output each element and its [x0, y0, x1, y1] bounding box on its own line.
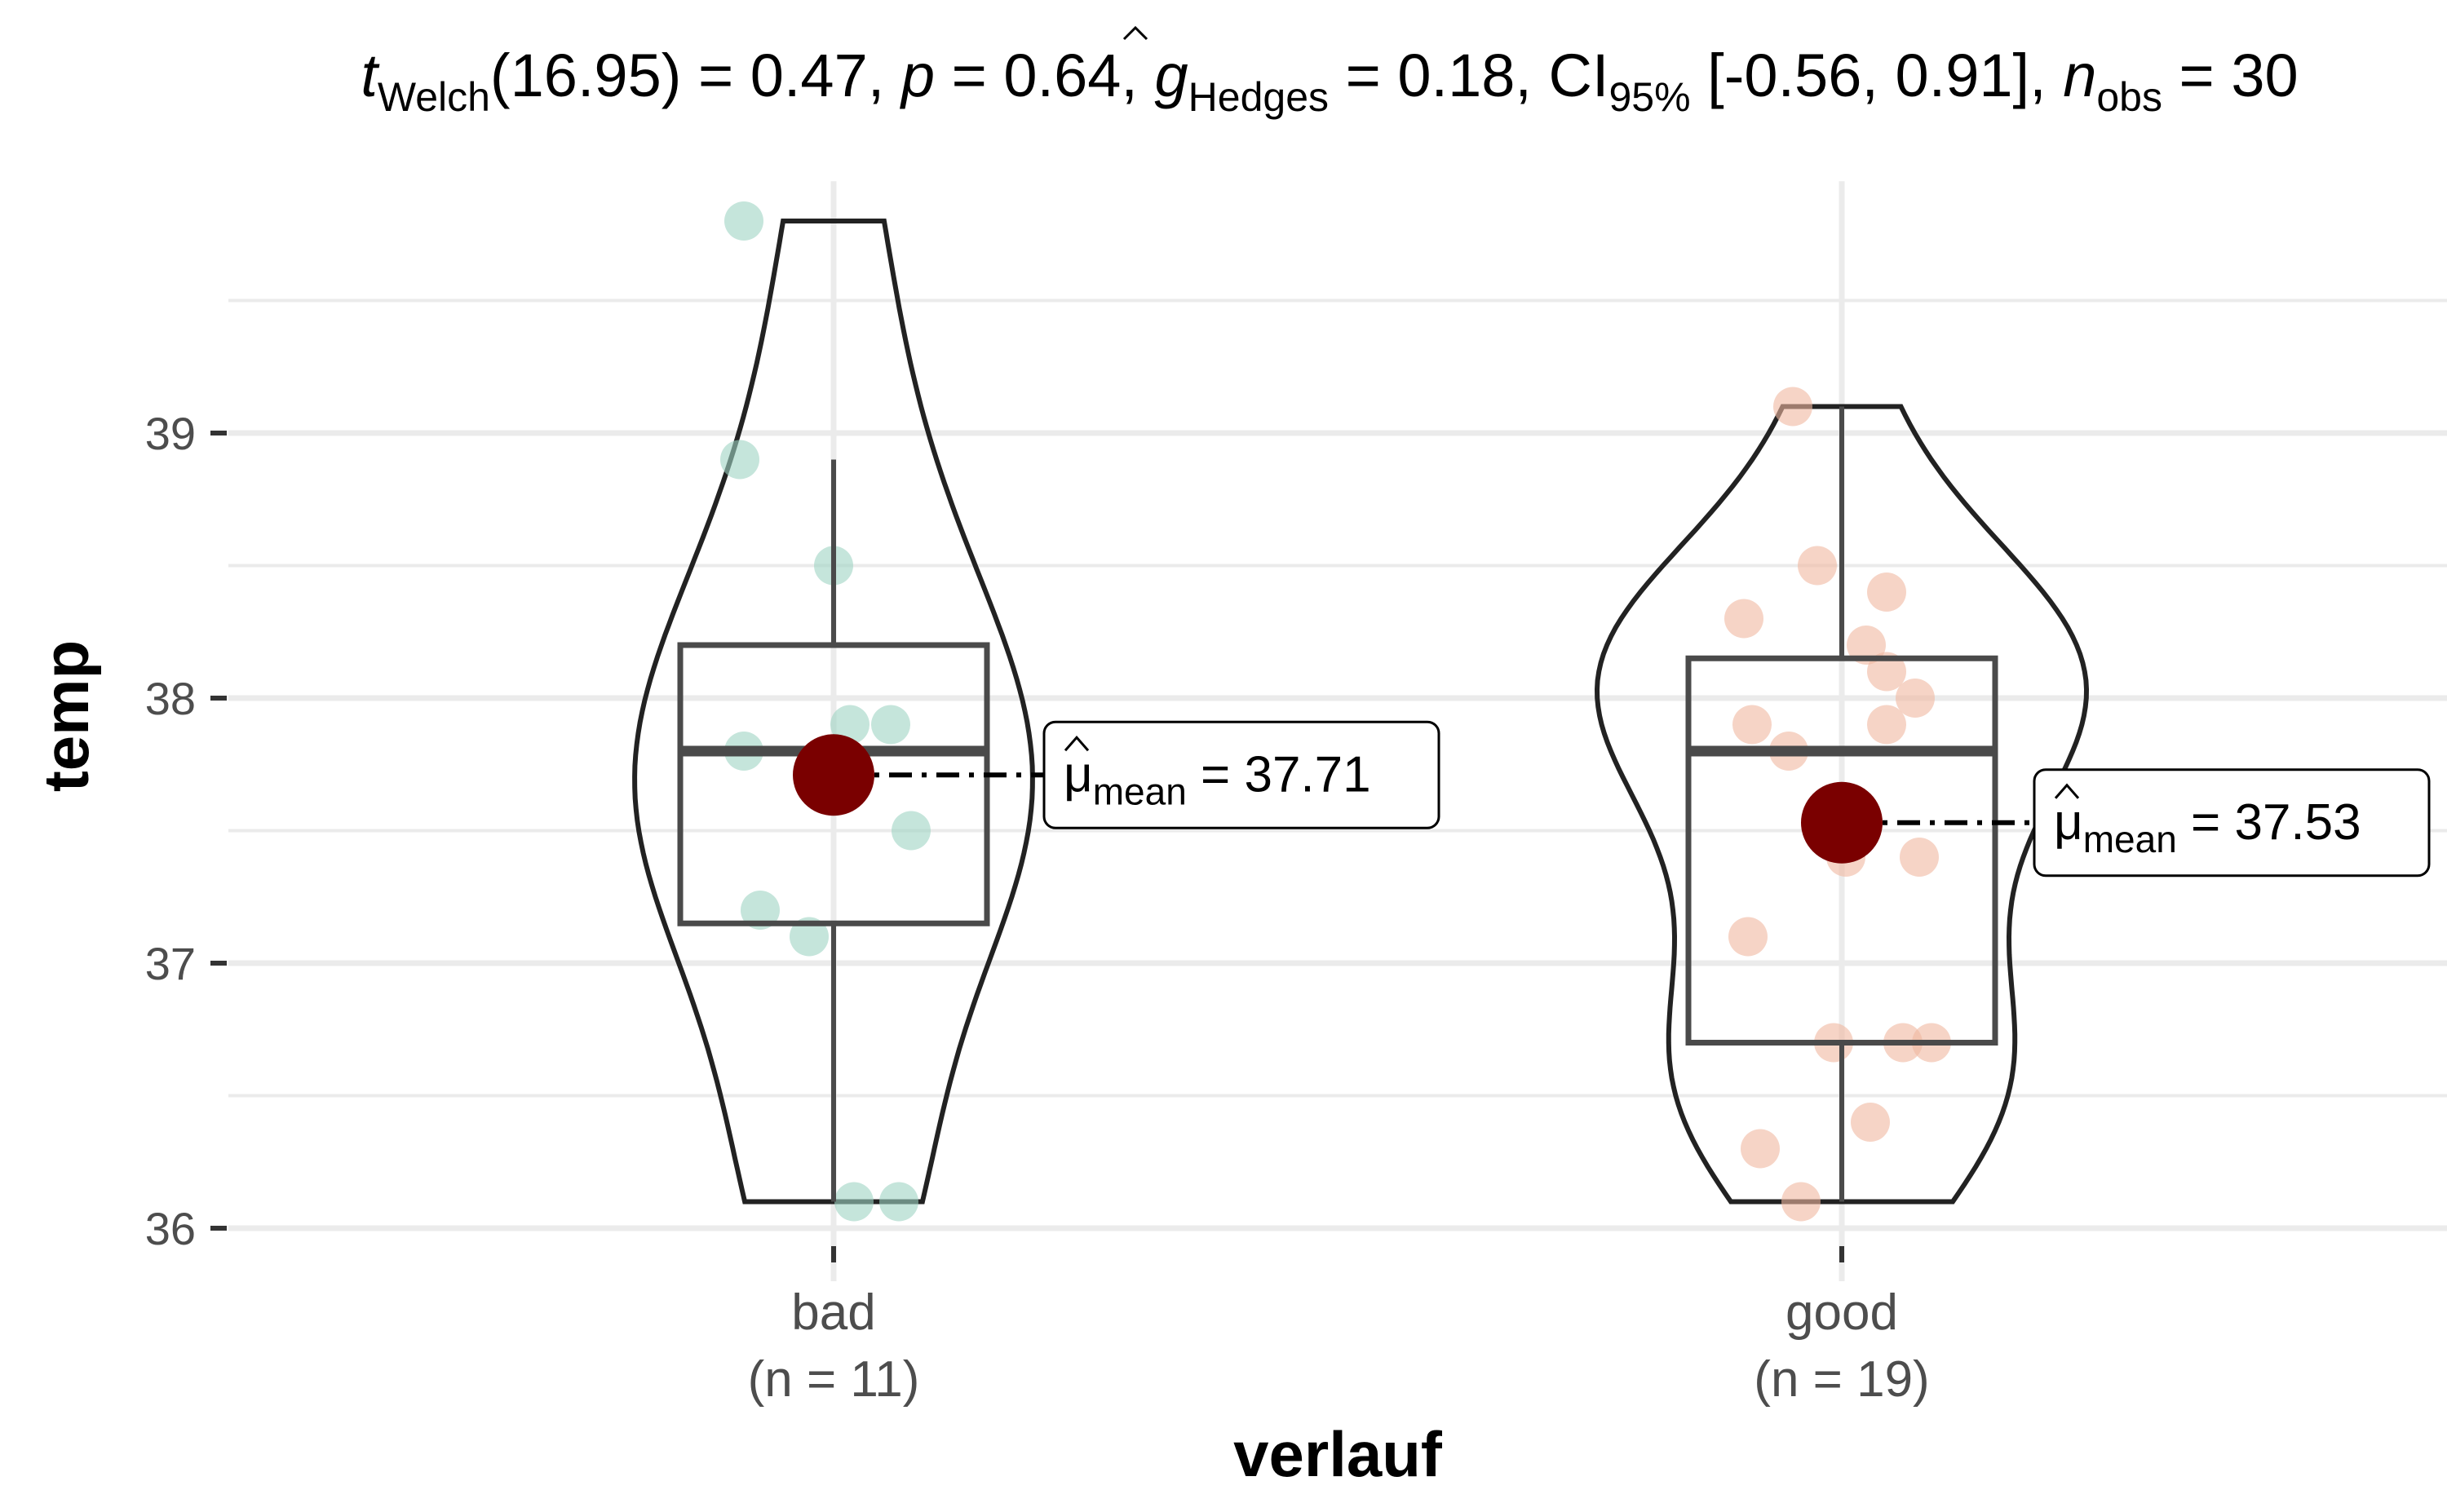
title-hat-mark — [1122, 25, 1148, 41]
data-point — [1741, 1129, 1780, 1169]
data-point — [1781, 1182, 1821, 1222]
data-point — [1732, 705, 1772, 745]
data-point — [724, 201, 763, 241]
x-axis: bad (n = 11) good (n = 19) — [748, 1246, 1930, 1408]
x-tick-count-good: (n = 19) — [1754, 1351, 1929, 1408]
y-axis-title: temp — [30, 640, 102, 792]
mean-point — [793, 734, 874, 816]
data-point — [1851, 1103, 1890, 1142]
data-point — [892, 811, 931, 851]
data-point — [871, 705, 910, 745]
mean-label-box — [1042, 720, 1440, 829]
data-point — [1798, 546, 1837, 586]
data-point — [830, 705, 870, 745]
y-tick-label: 36 — [145, 1203, 196, 1254]
hat-mark — [1064, 735, 1090, 752]
y-tick-label: 39 — [145, 408, 196, 459]
violin-bad — [632, 219, 1035, 1205]
data-point — [834, 1182, 874, 1222]
data-point — [1847, 626, 1886, 665]
data-point — [1867, 573, 1906, 612]
y-axis: 36 37 38 39 — [145, 408, 227, 1254]
x-tick-label-good: good — [1785, 1284, 1898, 1341]
data-point — [741, 891, 780, 930]
x-axis-title: verlauf — [1233, 1418, 1443, 1490]
data-point — [1867, 705, 1906, 745]
box-good — [1685, 655, 1998, 1046]
data-point — [1867, 652, 1906, 692]
mean-label-bad: μmean = 37.71 — [1064, 746, 1371, 812]
data-point — [790, 917, 829, 957]
data-point — [720, 440, 759, 480]
data-point — [1896, 679, 1935, 718]
x-tick-count-bad: (n = 11) — [748, 1351, 920, 1408]
chart-title: tWelch(16.95) = 0.47, p = 0.64, gHedges … — [361, 42, 2298, 120]
mean-point — [1801, 781, 1883, 864]
y-tick-label: 37 — [145, 938, 196, 989]
data-point — [879, 1182, 918, 1222]
mean-markers: μmean = 37.71 μmean = 37.53 — [793, 720, 2431, 878]
data-points — [720, 201, 1951, 1222]
data-point — [1900, 838, 1939, 877]
y-tick-label: 38 — [145, 673, 196, 724]
data-point — [1724, 599, 1763, 639]
box-bad — [677, 642, 990, 926]
mean-label-box — [2033, 768, 2431, 878]
x-tick-label-bad: bad — [791, 1284, 875, 1341]
boxplots — [677, 406, 1998, 1202]
data-point — [1773, 387, 1812, 427]
data-point — [1728, 917, 1768, 957]
mean-label-good: μmean = 37.53 — [2054, 794, 2361, 860]
hat-mark — [2054, 783, 2080, 799]
